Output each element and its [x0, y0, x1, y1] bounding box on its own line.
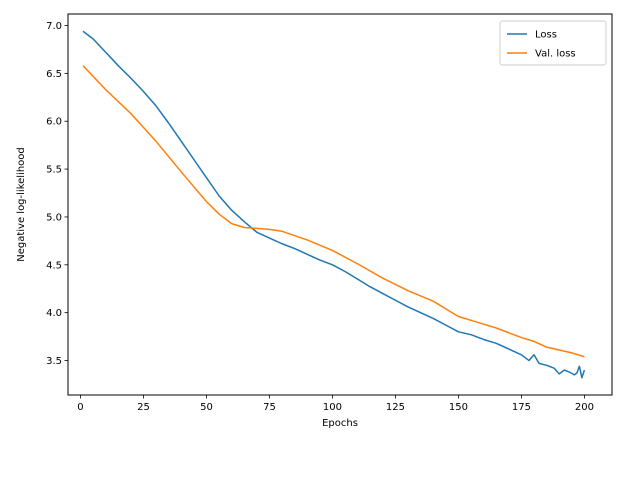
x-tick-label: 175 [512, 402, 531, 413]
y-tick-label: 6.5 [46, 69, 62, 80]
x-axis-label: Epochs [322, 418, 358, 429]
legend-label: Val. loss [535, 49, 576, 60]
x-tick-label: 125 [386, 402, 405, 413]
x-tick-label: 0 [77, 402, 83, 413]
plot-lines [82, 30, 586, 379]
y-tick-label: 5.0 [46, 212, 62, 223]
x-tick-label: 200 [575, 402, 594, 413]
y-tick-label: 3.5 [46, 356, 62, 367]
y-tick-label: 4.5 [46, 260, 62, 271]
y-axis: 3.5 4.0 4.5 5.0 5.5 6.0 6.5 7.0 [46, 21, 68, 367]
x-tick-label: 150 [449, 402, 468, 413]
legend-label: Loss [535, 30, 557, 41]
plot-frame [67, 13, 613, 396]
series-line-1 [82, 30, 586, 379]
y-tick-label: 4.0 [46, 308, 62, 319]
x-tick-label: 25 [137, 402, 150, 413]
y-tick-label: 7.0 [46, 21, 62, 32]
series-line-2 [82, 65, 585, 358]
x-tick-label: 100 [323, 402, 342, 413]
x-tick-label: 50 [200, 402, 213, 413]
y-tick-label: 6.0 [46, 117, 62, 128]
x-axis: 0 25 50 75 100 125 150 175 200 [77, 395, 594, 413]
x-tick-label: 75 [263, 402, 276, 413]
y-tick-label: 5.5 [46, 165, 62, 176]
legend-box [499, 20, 607, 66]
legend: Loss Val. loss [499, 20, 607, 66]
y-axis-label: Negative log-likelihood [16, 147, 27, 262]
